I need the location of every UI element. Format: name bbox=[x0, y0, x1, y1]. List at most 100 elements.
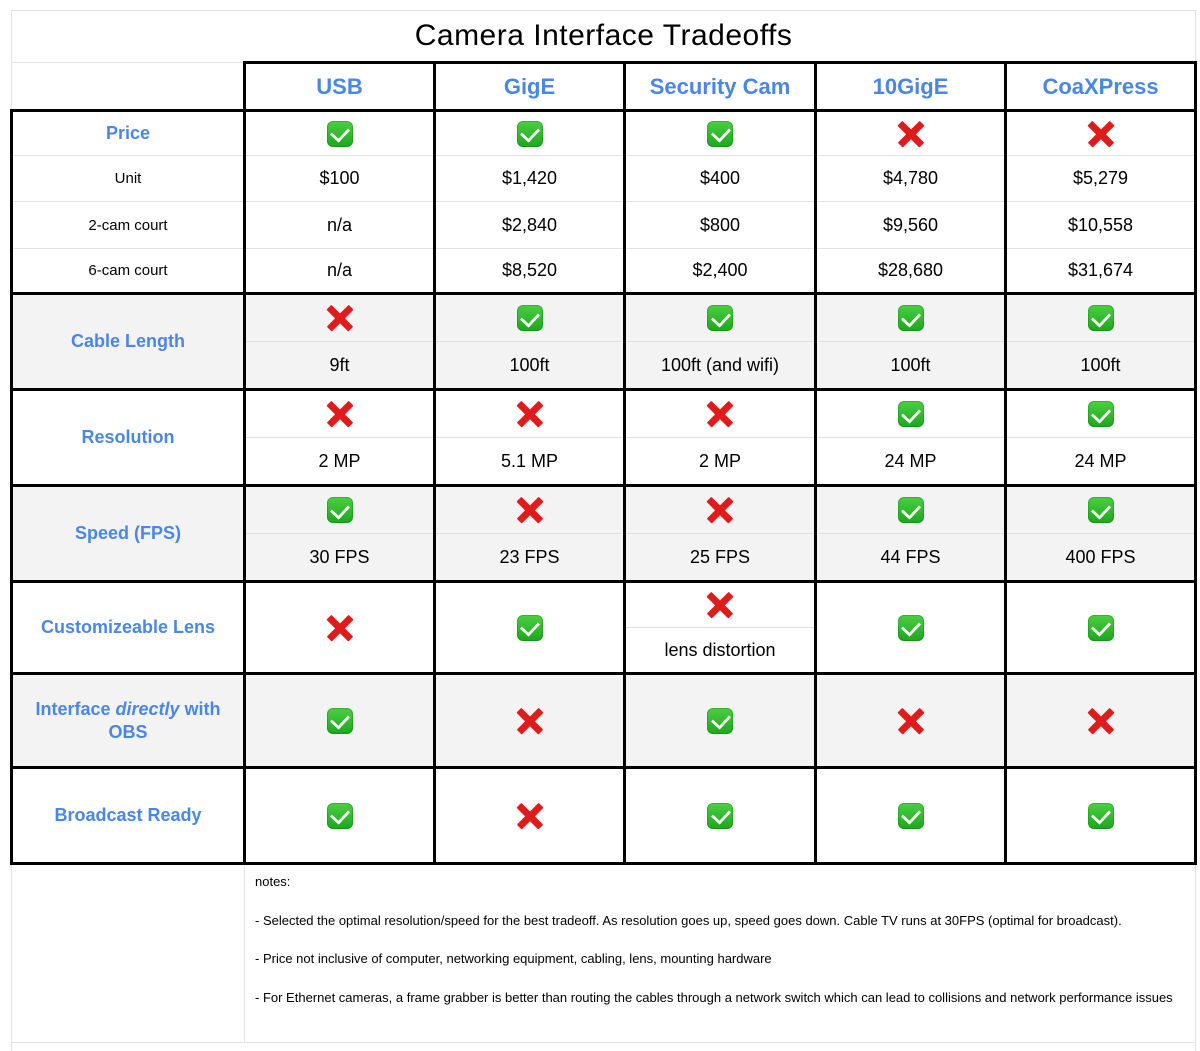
feature-label: Customizeable Lens bbox=[10, 580, 246, 675]
status-icon bbox=[628, 707, 813, 734]
status-icon bbox=[1009, 297, 1193, 342]
feature-value: lens distortion bbox=[627, 627, 813, 671]
status-icon bbox=[438, 801, 622, 831]
status-icon bbox=[1009, 393, 1193, 438]
cross-icon bbox=[515, 495, 545, 525]
check-icon bbox=[707, 120, 733, 147]
status-icon bbox=[1009, 119, 1193, 149]
label-part: Interface bbox=[35, 699, 116, 719]
header-spacer bbox=[11, 62, 245, 111]
status-icon bbox=[438, 297, 622, 342]
speed-row: Speed (FPS) 30 FPS 23 FPS 25 FPS 44 FPS … bbox=[10, 484, 1198, 583]
status-icon bbox=[628, 585, 813, 628]
price-status-row: Price bbox=[10, 109, 1198, 156]
price-cell: $1,420 bbox=[433, 155, 626, 202]
notes: notes: - Selected the optimal resolution… bbox=[243, 863, 1197, 1043]
cross-icon bbox=[325, 303, 355, 333]
status-icon bbox=[1009, 614, 1193, 641]
status-icon bbox=[819, 706, 1003, 736]
price-cell: $9,560 bbox=[814, 201, 1007, 249]
status-icon bbox=[438, 706, 622, 736]
check-icon bbox=[326, 497, 353, 523]
feature-value: 100ft bbox=[437, 341, 622, 387]
feature-value: 2 MP bbox=[247, 437, 432, 483]
feature-value: 25 FPS bbox=[627, 533, 813, 579]
check-icon bbox=[326, 802, 353, 829]
check-icon bbox=[326, 120, 353, 147]
six-cam-price-row: 6-cam court n/a $8,520 $2,400 $28,680 $3… bbox=[10, 248, 1198, 295]
check-icon bbox=[1087, 305, 1114, 331]
status-icon bbox=[628, 120, 813, 147]
feature-value: 24 MP bbox=[818, 437, 1003, 483]
status-icon bbox=[248, 707, 432, 734]
check-icon bbox=[897, 614, 924, 641]
check-icon bbox=[516, 305, 543, 331]
feature-value: 24 MP bbox=[1008, 437, 1193, 483]
status-icon bbox=[438, 393, 622, 438]
check-icon bbox=[897, 401, 924, 427]
feature-value: 100ft bbox=[1008, 341, 1193, 387]
status-icon bbox=[248, 120, 432, 147]
cross-icon bbox=[515, 399, 545, 429]
feature-value: 5.1 MP bbox=[437, 437, 622, 483]
cross-icon bbox=[325, 399, 355, 429]
label-part-italic: directly bbox=[115, 699, 180, 719]
cross-icon bbox=[896, 706, 926, 736]
status-icon bbox=[438, 120, 622, 147]
price-cell: n/a bbox=[243, 248, 436, 295]
price-cell: $8,520 bbox=[433, 248, 626, 295]
cross-icon bbox=[705, 590, 735, 620]
feature-value: 400 FPS bbox=[1008, 533, 1193, 579]
check-icon bbox=[897, 802, 924, 829]
status-icon bbox=[628, 297, 813, 342]
status-icon bbox=[628, 489, 813, 534]
customizeable-lens-row: Customizeable Lens lens distortion bbox=[10, 580, 1198, 675]
check-icon bbox=[897, 497, 924, 523]
cross-icon bbox=[515, 706, 545, 736]
price-cell: n/a bbox=[243, 201, 436, 249]
col-header-coaxpress: CoaXPress bbox=[1003, 61, 1198, 112]
cross-icon bbox=[705, 399, 735, 429]
status-icon bbox=[819, 297, 1003, 342]
status-icon bbox=[248, 393, 432, 438]
price-label: Price bbox=[10, 109, 246, 156]
page-title: Camera Interface Tradeoffs bbox=[10, 10, 1197, 63]
status-icon bbox=[248, 489, 432, 534]
unit-price-row: Unit $100 $1,420 $400 $4,780 $5,279 bbox=[10, 155, 1198, 202]
status-icon bbox=[819, 614, 1003, 641]
feature-value: 44 FPS bbox=[818, 533, 1003, 579]
row-label: Unit bbox=[10, 155, 246, 202]
feature-label: Resolution bbox=[10, 388, 246, 487]
cross-icon bbox=[515, 801, 545, 831]
cross-icon bbox=[896, 119, 926, 149]
check-icon bbox=[516, 120, 543, 147]
feature-label: Interface directly with OBS bbox=[10, 672, 246, 769]
status-icon bbox=[438, 489, 622, 534]
feature-value: 100ft bbox=[818, 341, 1003, 387]
price-cell: $10,558 bbox=[1003, 201, 1198, 249]
status-icon bbox=[1009, 706, 1193, 736]
col-header-usb: USB bbox=[243, 61, 436, 112]
notes-heading: notes: bbox=[255, 874, 291, 889]
note-item: - Price not inclusive of computer, netwo… bbox=[255, 951, 772, 966]
status-icon bbox=[819, 393, 1003, 438]
broadcast-ready-row: Broadcast Ready bbox=[10, 766, 1198, 865]
check-icon bbox=[1087, 497, 1114, 523]
price-cell: $5,279 bbox=[1003, 155, 1198, 202]
status-icon bbox=[248, 297, 432, 342]
cross-icon bbox=[1086, 119, 1116, 149]
row-label: 6-cam court bbox=[10, 248, 246, 295]
feature-value: 9ft bbox=[247, 341, 432, 387]
note-item: - For Ethernet cameras, a frame grabber … bbox=[255, 989, 1173, 1005]
status-icon bbox=[819, 802, 1003, 829]
check-icon bbox=[1087, 614, 1114, 641]
status-icon bbox=[628, 802, 813, 829]
title-row: Camera Interface Tradeoffs bbox=[10, 10, 1197, 63]
two-cam-price-row: 2-cam court n/a $2,840 $800 $9,560 $10,5… bbox=[10, 201, 1198, 249]
notes-spacer bbox=[11, 863, 245, 1043]
status-icon bbox=[1009, 489, 1193, 534]
check-icon bbox=[707, 802, 733, 829]
check-icon bbox=[1087, 401, 1114, 427]
status-icon bbox=[248, 613, 432, 643]
price-cell: $2,840 bbox=[433, 201, 626, 249]
